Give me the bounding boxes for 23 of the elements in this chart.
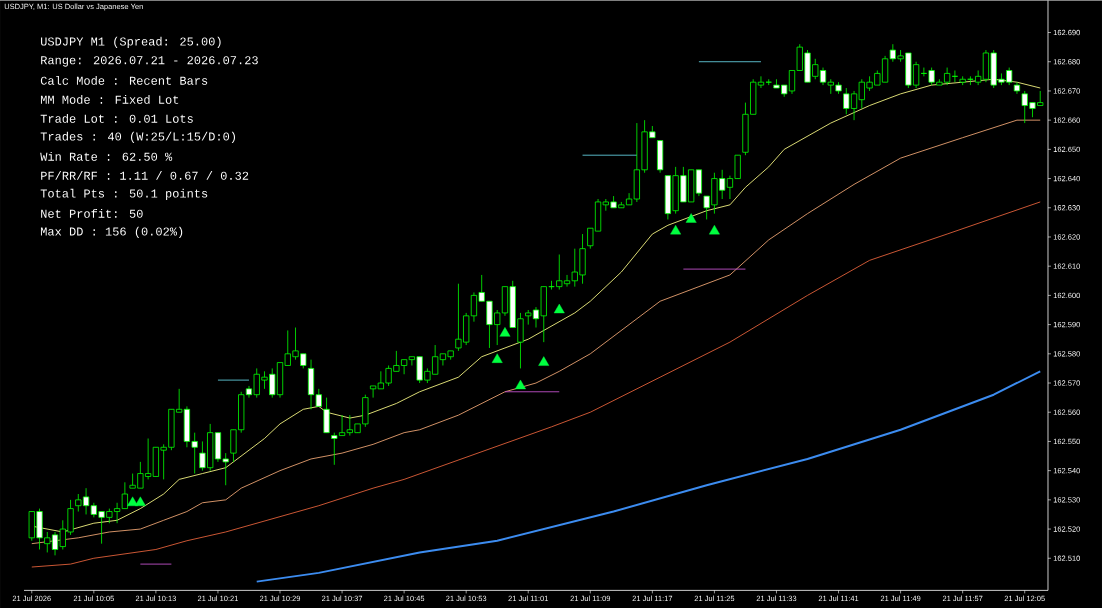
point: [538, 356, 550, 366]
annotation: Trade Lot : 0.01 Lots: [40, 113, 193, 123]
point: [709, 224, 720, 235]
annotation: MM Mode : Fixed Lot: [40, 94, 179, 104]
annotation: Range: 2026.07.21 - 2026.07.23: [41, 55, 258, 67]
point: [670, 224, 682, 235]
point: [553, 303, 565, 314]
point: [685, 213, 697, 223]
point: [134, 496, 146, 506]
annotation: Total Pts : 50.1 points: [40, 188, 208, 200]
annotation: Trades : 40 (W:25/L:15/D:0): [40, 131, 235, 143]
point: [499, 326, 511, 337]
line-series: [31, 201, 1041, 568]
annotation: Max DD : 156 (0.02%): [40, 226, 183, 238]
annotation: Net Profit: 50: [41, 208, 143, 218]
annotation: PF/RR/RF : 1.11 / 0.67 / 0.32: [41, 170, 249, 180]
annotation: Calc Mode : Recent Bars: [40, 75, 208, 85]
annotation: Win Rate : 62.50 %: [40, 151, 173, 161]
annotation: USDJPY M1 (Spread: 25.00): [41, 36, 221, 48]
line-series: [255, 370, 1042, 583]
point: [491, 353, 503, 363]
point: [515, 379, 526, 389]
candlestick: [323, 397, 330, 433]
